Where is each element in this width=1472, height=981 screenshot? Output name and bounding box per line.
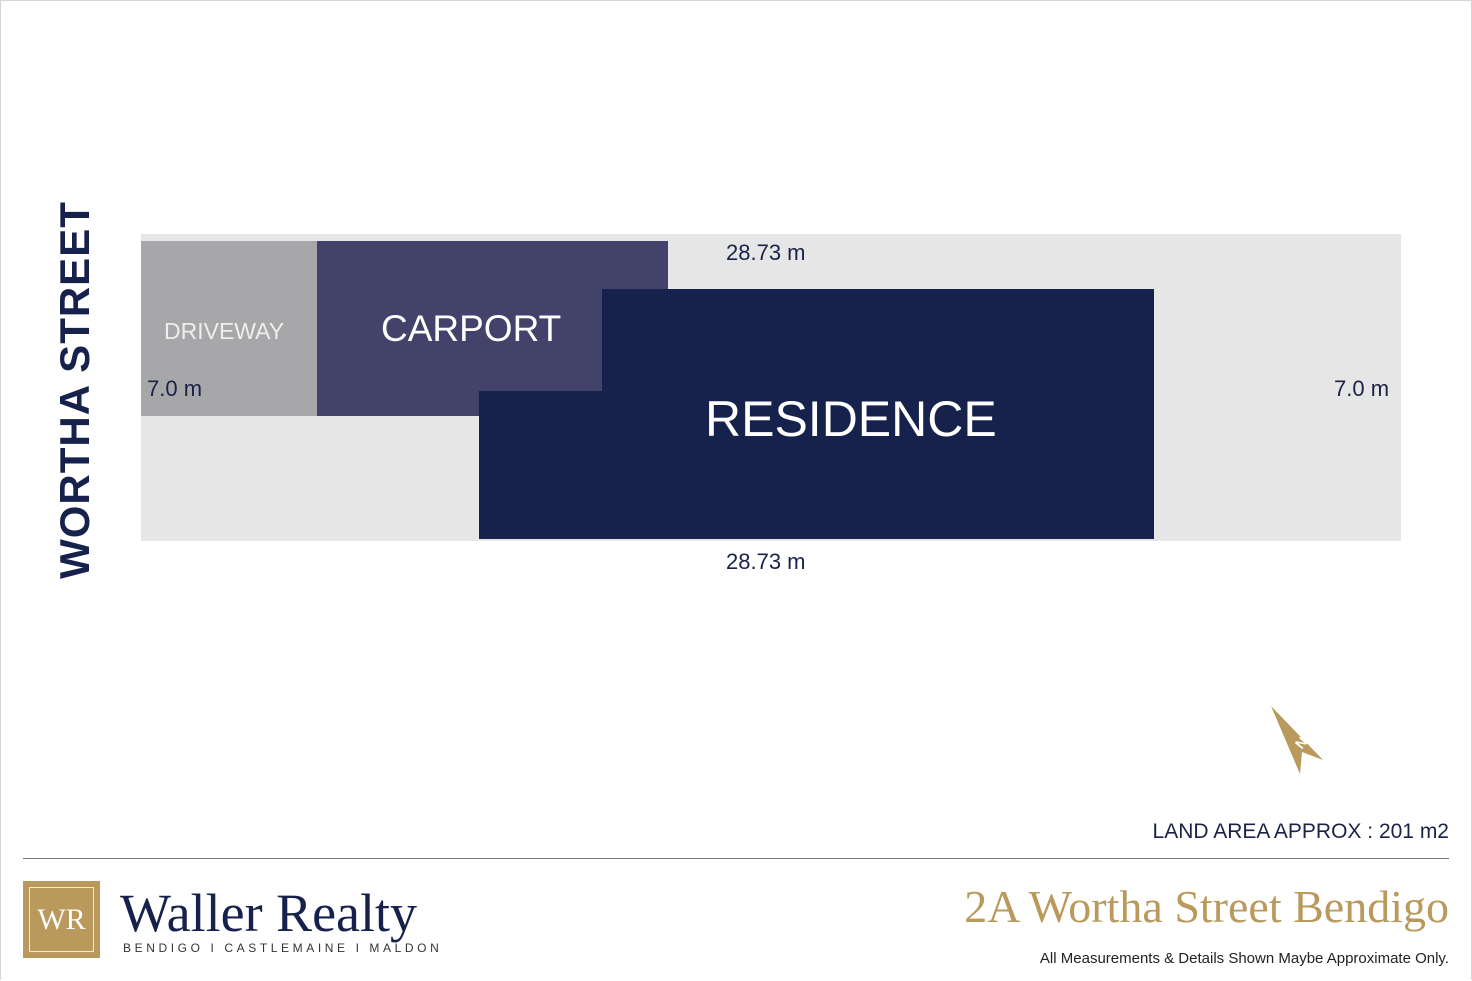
residence <box>479 289 1154 539</box>
property-address: 2A Wortha Street Bendigo <box>964 881 1449 932</box>
driveway <box>141 241 317 416</box>
brand-tagline: BENDIGO I CASTLEMAINE I MALDON <box>123 941 443 955</box>
disclaimer: All Measurements & Details Shown Maybe A… <box>1039 950 1449 967</box>
dimension-top: 28.73 m <box>726 240 806 265</box>
land-area: LAND AREA APPROX : 201 m2 <box>1152 820 1449 843</box>
brand-name: Waller Realty <box>120 883 418 943</box>
logo-initials: WR <box>29 887 94 952</box>
dimension-left: 7.0 m <box>147 376 203 401</box>
carport-label: CARPORT <box>381 308 562 349</box>
divider <box>23 858 1449 859</box>
north-arrow-icon: N <box>1271 706 1323 774</box>
dimension-right: 7.0 m <box>1334 376 1390 401</box>
logo-mark: WR <box>23 881 100 958</box>
driveway-label: DRIVEWAY <box>164 318 285 344</box>
residence-label: RESIDENCE <box>705 391 997 447</box>
dimension-bottom: 28.73 m <box>726 549 806 574</box>
